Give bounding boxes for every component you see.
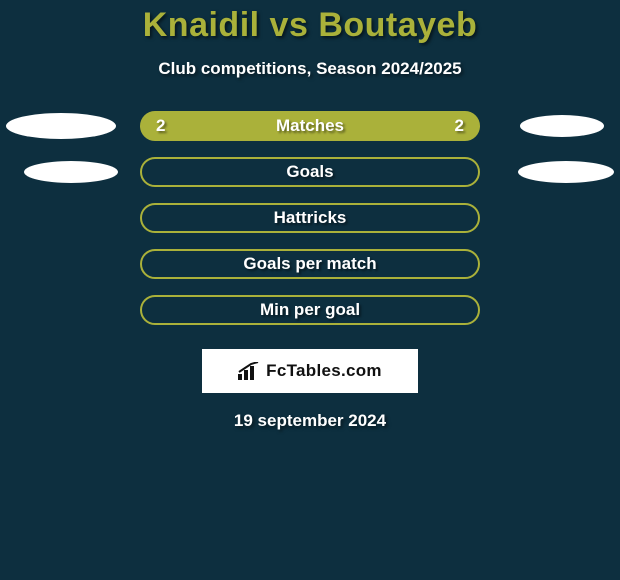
stat-row: Min per goal bbox=[0, 295, 620, 325]
left-ellipse bbox=[24, 161, 118, 183]
stat-label: Hattricks bbox=[274, 208, 347, 228]
right-ellipse bbox=[518, 161, 614, 183]
badge-text: FcTables.com bbox=[266, 361, 382, 381]
stat-bar: 2 Matches 2 bbox=[140, 111, 480, 141]
page-root: Knaidil vs Boutayeb Club competitions, S… bbox=[0, 0, 620, 580]
left-ellipse bbox=[6, 113, 116, 139]
stat-bar: Min per goal bbox=[140, 295, 480, 325]
stat-value-right: 2 bbox=[455, 116, 464, 136]
stat-row: Hattricks bbox=[0, 203, 620, 233]
title-player-left: Knaidil bbox=[143, 6, 260, 44]
subtitle: Club competitions, Season 2024/2025 bbox=[0, 59, 620, 79]
stat-row: Goals bbox=[0, 157, 620, 187]
chart-icon bbox=[238, 362, 260, 380]
stat-rows: 2 Matches 2 Goals Hattricks Goals per match Mi… bbox=[0, 111, 620, 325]
title-player-right: Boutayeb bbox=[318, 6, 477, 44]
right-ellipse-slot bbox=[480, 115, 620, 137]
footer-date: 19 september 2024 bbox=[0, 411, 620, 431]
stat-label: Goals per match bbox=[243, 254, 376, 274]
stat-row: Goals per match bbox=[0, 249, 620, 279]
stat-label: Goals bbox=[286, 162, 333, 182]
title-vs: vs bbox=[270, 6, 309, 44]
stat-label: Matches bbox=[276, 116, 344, 136]
left-ellipse-slot bbox=[0, 113, 140, 139]
stat-bar: Goals bbox=[140, 157, 480, 187]
site-badge: FcTables.com bbox=[202, 349, 418, 393]
stat-label: Min per goal bbox=[260, 300, 360, 320]
page-title: Knaidil vs Boutayeb bbox=[0, 0, 620, 45]
stat-row: 2 Matches 2 bbox=[0, 111, 620, 141]
stat-value-left: 2 bbox=[156, 116, 165, 136]
right-ellipse-slot bbox=[480, 161, 620, 183]
right-ellipse bbox=[520, 115, 604, 137]
stat-bar: Hattricks bbox=[140, 203, 480, 233]
stat-bar: Goals per match bbox=[140, 249, 480, 279]
left-ellipse-slot bbox=[0, 161, 140, 183]
